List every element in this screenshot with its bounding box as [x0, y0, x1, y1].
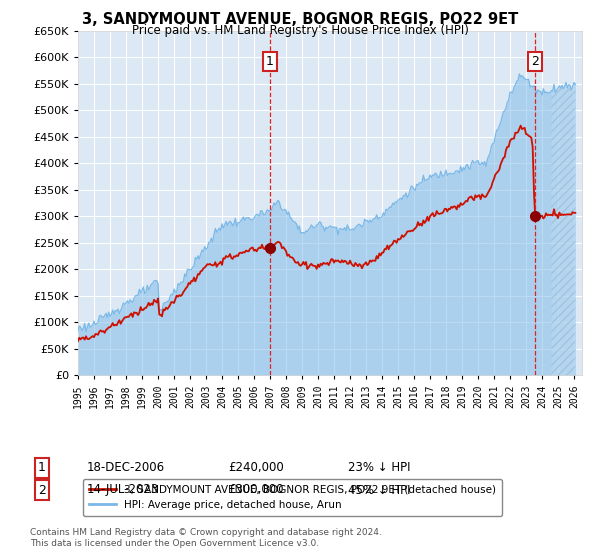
Text: 45% ↓ HPI: 45% ↓ HPI [348, 483, 410, 497]
Text: 1: 1 [38, 461, 46, 474]
Text: 3, SANDYMOUNT AVENUE, BOGNOR REGIS, PO22 9ET: 3, SANDYMOUNT AVENUE, BOGNOR REGIS, PO22… [82, 12, 518, 27]
Text: 2: 2 [38, 483, 46, 497]
Text: 23% ↓ HPI: 23% ↓ HPI [348, 461, 410, 474]
Text: £240,000: £240,000 [228, 461, 284, 474]
Text: Contains HM Land Registry data © Crown copyright and database right 2024.
This d: Contains HM Land Registry data © Crown c… [30, 528, 382, 548]
Text: 14-JUL-2023: 14-JUL-2023 [87, 483, 159, 497]
Text: £300,000: £300,000 [228, 483, 284, 497]
Text: 18-DEC-2006: 18-DEC-2006 [87, 461, 165, 474]
Text: Price paid vs. HM Land Registry's House Price Index (HPI): Price paid vs. HM Land Registry's House … [131, 24, 469, 37]
Legend: 3, SANDYMOUNT AVENUE, BOGNOR REGIS, PO22 9ET (detached house), HPI: Average pric: 3, SANDYMOUNT AVENUE, BOGNOR REGIS, PO22… [83, 479, 502, 516]
Text: 2: 2 [531, 55, 539, 68]
Text: 1: 1 [266, 55, 274, 68]
